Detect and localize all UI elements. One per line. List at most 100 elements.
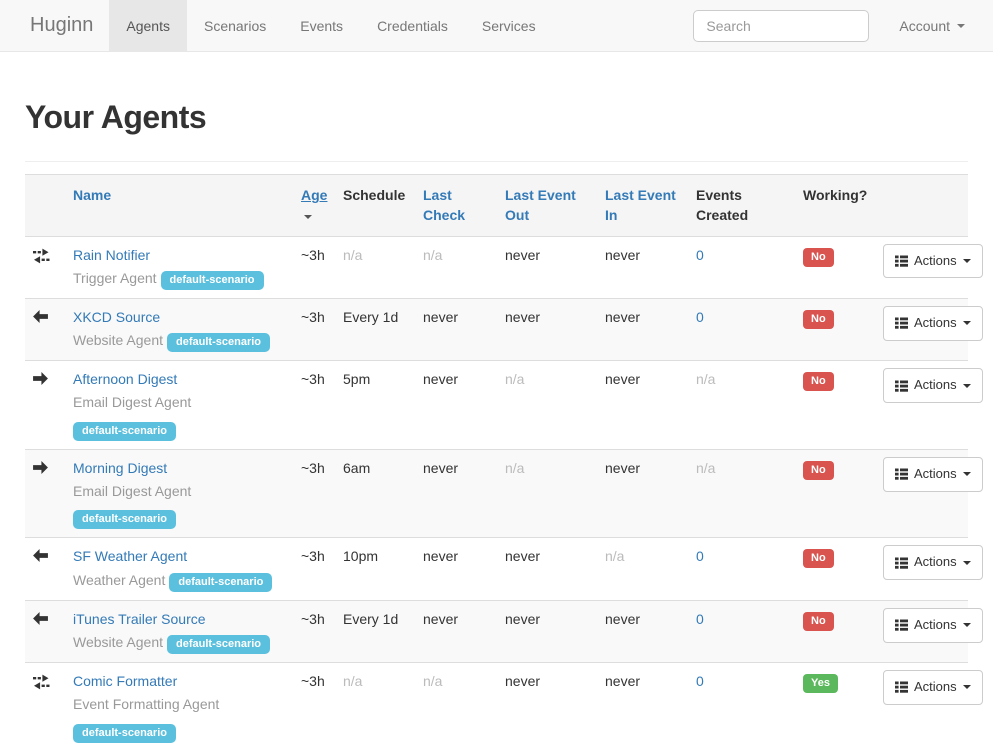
list-icon bbox=[895, 681, 908, 694]
agent-name-link[interactable]: Comic Formatter bbox=[73, 672, 178, 689]
brand-logo[interactable]: Huginn bbox=[30, 14, 94, 36]
list-icon bbox=[895, 380, 908, 392]
last-check-cell: never bbox=[415, 360, 497, 450]
events-created-cell: 0 bbox=[688, 297, 795, 361]
page-title: Your Agents bbox=[25, 99, 207, 135]
working-cell: No bbox=[795, 537, 875, 601]
schedule-cell: 10pm bbox=[335, 537, 415, 601]
scenario-badge[interactable]: default-scenario bbox=[73, 723, 176, 743]
nav-item-events[interactable]: Events bbox=[300, 17, 344, 34]
events-created-cell: 0 bbox=[688, 235, 795, 299]
agent-type: Email Digest Agent bbox=[73, 483, 192, 500]
chevron-down-icon bbox=[962, 685, 971, 690]
account-label: Account bbox=[899, 17, 950, 34]
sort-caret-icon bbox=[304, 214, 312, 219]
agent-name-link[interactable]: Morning Digest bbox=[73, 459, 168, 476]
header-icon-col bbox=[25, 174, 65, 237]
scenario-badge[interactable]: default-scenario bbox=[73, 510, 176, 530]
age-cell: ~3h bbox=[293, 599, 335, 663]
agent-name-link[interactable]: Afternoon Digest bbox=[73, 371, 178, 388]
schedule-cell: n/a bbox=[335, 235, 415, 299]
scenario-badge[interactable]: default-scenario bbox=[167, 333, 270, 353]
schedule-cell: 6am bbox=[335, 448, 415, 538]
schedule-cell: 5pm bbox=[335, 360, 415, 450]
events-count-link[interactable]: 0 bbox=[696, 308, 704, 325]
actions-button[interactable]: Actions bbox=[883, 545, 983, 581]
events-created-cell: n/a bbox=[688, 360, 795, 450]
events-count-link[interactable]: 0 bbox=[696, 548, 704, 565]
agent-type: Website Agent bbox=[73, 633, 164, 650]
actions-label: Actions bbox=[914, 465, 957, 481]
events-count-link[interactable]: 0 bbox=[696, 610, 704, 627]
events-count-link[interactable]: 0 bbox=[696, 246, 704, 263]
header-name-link[interactable]: Name bbox=[73, 187, 112, 203]
table-row: Morning Digest Email Digest Agent defaul… bbox=[25, 448, 983, 538]
actions-button[interactable]: Actions bbox=[883, 456, 983, 492]
last-event-in-cell: never bbox=[597, 599, 688, 663]
nav-item-credentials[interactable]: Credentials bbox=[377, 17, 448, 34]
account-dropdown[interactable]: Account bbox=[899, 18, 965, 34]
agent-name-link[interactable]: iTunes Trailer Source bbox=[73, 610, 206, 627]
age-cell: ~3h bbox=[293, 448, 335, 538]
agents-table: Name Age Schedule Last Check Last Event … bbox=[25, 174, 983, 751]
agent-name-link[interactable]: Rain Notifier bbox=[73, 246, 151, 263]
nav-item-scenarios[interactable]: Scenarios bbox=[203, 17, 267, 34]
agent-name-link[interactable]: SF Weather Agent bbox=[73, 548, 188, 565]
header-last-event-out-link[interactable]: Last Event Out bbox=[505, 187, 576, 224]
actions-button[interactable]: Actions bbox=[883, 243, 983, 279]
actions-button[interactable]: Actions bbox=[883, 368, 983, 404]
navbar-right: Account bbox=[693, 0, 993, 51]
last-event-out-cell: n/a bbox=[497, 360, 597, 450]
arrow-right-icon bbox=[33, 460, 48, 474]
header-actions-col bbox=[875, 174, 968, 237]
actions-button[interactable]: Actions bbox=[883, 607, 983, 643]
page-header: Your Agents bbox=[25, 99, 968, 162]
arrow-left-icon bbox=[33, 611, 48, 625]
last-event-in-cell: never bbox=[597, 360, 688, 450]
header-last-check-link[interactable]: Last Check bbox=[423, 187, 466, 224]
working-cell: No bbox=[795, 599, 875, 663]
header-schedule: Schedule bbox=[335, 174, 415, 237]
header-last-event-in: Last Event In bbox=[597, 174, 688, 237]
scenario-badge[interactable]: default-scenario bbox=[167, 634, 270, 654]
last-event-in-cell: never bbox=[597, 235, 688, 299]
chevron-down-icon bbox=[962, 472, 971, 477]
chevron-down-icon bbox=[962, 623, 971, 628]
arrow-right-icon bbox=[33, 372, 48, 386]
header-age-link[interactable]: Age bbox=[301, 187, 328, 203]
agent-type: Email Digest Agent bbox=[73, 394, 192, 411]
arrow-left-icon bbox=[33, 309, 48, 323]
working-badge: No bbox=[803, 460, 834, 480]
table-row: SF Weather Agent Weather Agent default-sc… bbox=[25, 537, 983, 601]
scenario-badge[interactable]: default-scenario bbox=[160, 270, 264, 290]
events-count-link[interactable]: 0 bbox=[696, 672, 704, 689]
page-container: Your Agents Name Age Schedule Last Check… bbox=[0, 99, 993, 751]
actions-button[interactable]: Actions bbox=[883, 669, 983, 705]
exchange-icon bbox=[33, 674, 50, 690]
nav-item-services[interactable]: Services bbox=[481, 17, 536, 34]
search-input[interactable] bbox=[693, 9, 870, 42]
working-badge: No bbox=[803, 549, 834, 569]
last-event-out-cell: never bbox=[497, 599, 597, 663]
scenario-badge[interactable]: default-scenario bbox=[169, 572, 273, 592]
last-event-out-cell: n/a bbox=[497, 448, 597, 538]
working-badge: No bbox=[803, 611, 834, 631]
header-last-event-in-link[interactable]: Last Event In bbox=[605, 187, 676, 224]
header-last-check: Last Check bbox=[415, 174, 497, 237]
list-icon bbox=[895, 468, 908, 480]
table-row: Afternoon Digest Email Digest Agent defa… bbox=[25, 360, 983, 450]
nav-item-agents[interactable]: Agents bbox=[109, 0, 187, 51]
schedule-cell: Every 1d bbox=[335, 599, 415, 663]
actions-label: Actions bbox=[914, 554, 957, 570]
agent-name-link[interactable]: XKCD Source bbox=[73, 308, 161, 325]
table-row: iTunes Trailer Source Website Agent defau… bbox=[25, 599, 983, 663]
last-event-in-cell: never bbox=[597, 448, 688, 538]
actions-button[interactable]: Actions bbox=[883, 305, 983, 341]
age-cell: ~3h bbox=[293, 297, 335, 361]
header-last-event-out: Last Event Out bbox=[497, 174, 597, 237]
actions-label: Actions bbox=[914, 377, 957, 393]
scenario-badge[interactable]: default-scenario bbox=[73, 421, 176, 441]
working-cell: No bbox=[795, 235, 875, 299]
last-check-cell: never bbox=[415, 448, 497, 538]
last-check-cell: never bbox=[415, 297, 497, 361]
